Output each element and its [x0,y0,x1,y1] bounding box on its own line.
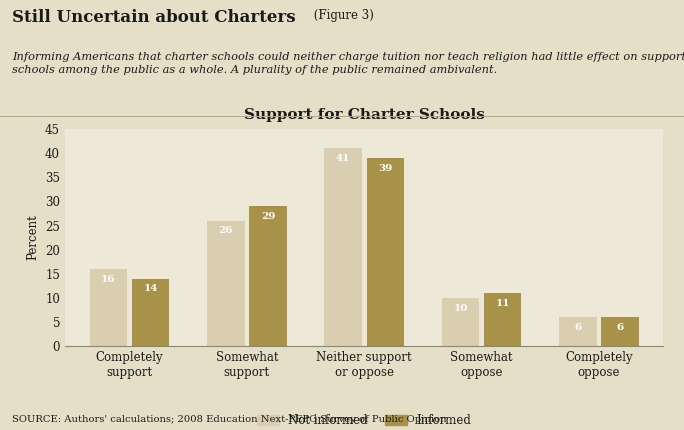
Text: 6: 6 [574,323,581,332]
Text: 14: 14 [144,284,158,293]
Text: 26: 26 [218,227,233,236]
Text: 29: 29 [261,212,275,221]
Y-axis label: Percent: Percent [27,215,40,261]
Text: 10: 10 [453,304,468,313]
Bar [324,148,362,346]
Text: Informing Americans that charter schools could neither charge tuition nor teach : Informing Americans that charter schools… [12,52,684,75]
Text: 41: 41 [336,154,350,163]
Bar [559,317,596,346]
Bar [90,269,127,346]
Bar [442,298,479,346]
Text: SOURCE: Authors' calculations; 2008 Education Next-PEPG Survey of Public Opinion: SOURCE: Authors' calculations; 2008 Educ… [12,415,447,424]
Bar [207,221,245,346]
Text: 6: 6 [616,323,624,332]
Text: (Figure 3): (Figure 3) [310,9,373,22]
Text: 16: 16 [101,275,116,284]
Bar [367,158,404,346]
Text: 11: 11 [495,299,510,308]
Bar [249,206,287,346]
Bar [601,317,639,346]
Legend: Not informed, Informed: Not informed, Informed [252,409,476,430]
Bar [132,279,170,346]
Title: Support for Charter Schools: Support for Charter Schools [244,108,485,122]
Text: Still Uncertain about Charters: Still Uncertain about Charters [12,9,296,26]
Bar [484,293,521,346]
Text: 39: 39 [378,164,393,173]
